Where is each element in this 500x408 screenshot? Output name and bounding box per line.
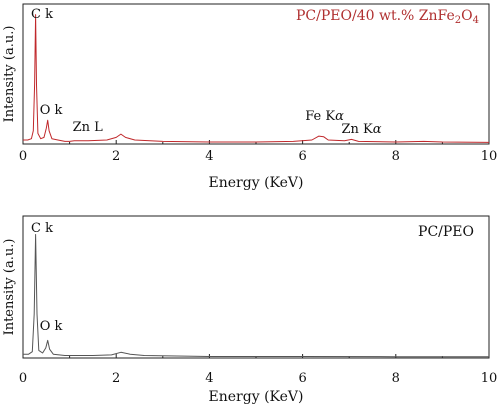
x-axis-label: Energy (KeV) [209,175,304,191]
peak-label-fe-k: Fe Kα [305,109,344,124]
x-tick-label: 0 [19,371,27,386]
x-tick-label: 8 [392,149,400,164]
legend-label: PC/PEO [418,224,474,240]
x-tick-labels: 0 2 4 6 8 10 [19,371,497,386]
x-tick-label: 6 [298,371,306,386]
x-tick-label: 2 [112,371,120,386]
y-axis-label: Intensity (a.u.) [2,239,17,336]
x-axis-label: Energy (KeV) [209,389,304,405]
peak-label-c-k: C k [31,7,53,22]
peak-label-c-k: C k [31,221,53,236]
spectrum-line [23,14,490,143]
x-tick-label: 0 [19,149,27,164]
x-tick-label: 2 [112,149,120,164]
x-tick-label: 4 [205,371,213,386]
x-tick-label: 6 [298,149,306,164]
peak-label-zn-k: Zn Kα [342,122,382,137]
x-tick-labels: 0 2 4 6 8 10 [19,149,497,164]
legend-label: PC/PEO/40 wt.% ZnFe2O4 [296,8,479,26]
panel-bottom: 0 2 4 6 8 10 C k O k PC/PEO Energy (KeV) Inten… [2,215,497,405]
x-tick-label: 8 [392,371,400,386]
spectrum-line [23,234,489,358]
peak-annotations: C k O k [31,221,62,334]
peak-label-o-k: O k [40,103,63,118]
x-tick-label: 4 [205,149,213,164]
x-tick-label: 10 [481,149,498,164]
peak-label-zn-l: Zn L [73,120,104,135]
peak-label-o-k: O k [40,319,63,334]
y-axis-label: Intensity (a.u.) [2,26,17,123]
x-tick-label: 10 [481,371,498,386]
